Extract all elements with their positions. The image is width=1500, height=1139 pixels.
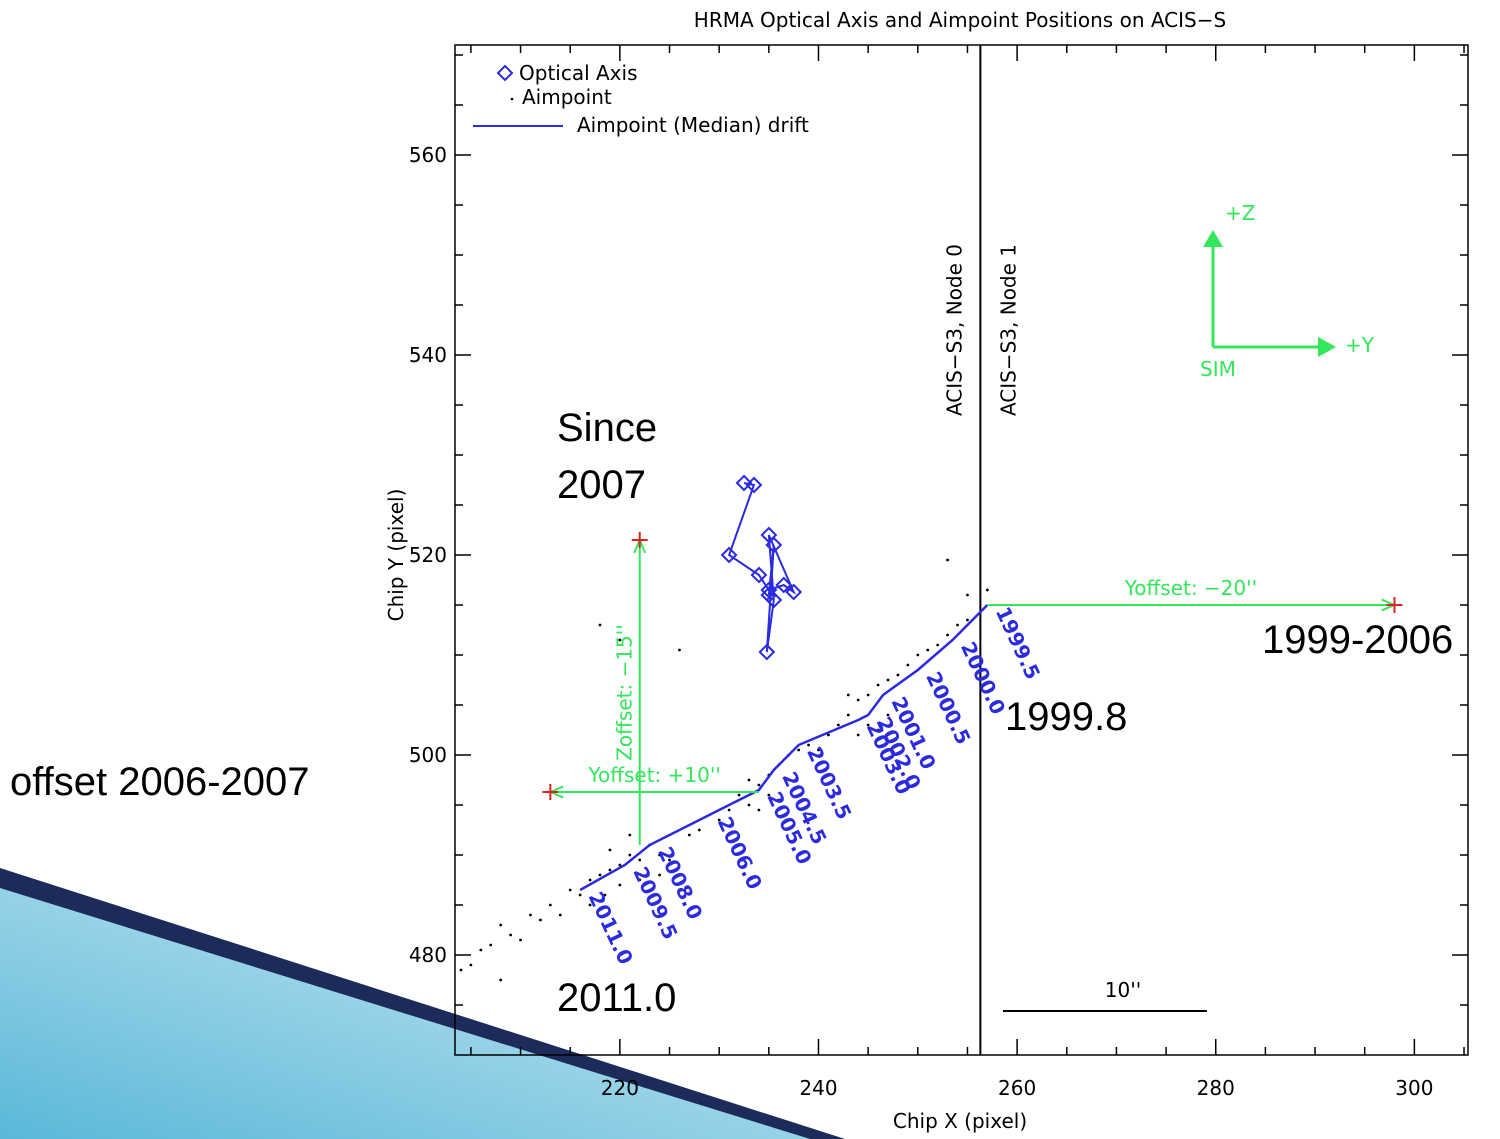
aimpoint xyxy=(887,679,890,682)
node-label: ACIS−S3, Node 1 xyxy=(996,244,1020,416)
aimpoint xyxy=(748,804,751,807)
aimpoint xyxy=(569,889,572,892)
aimpoint xyxy=(599,874,602,877)
aimpoint xyxy=(748,779,751,782)
aimpoint xyxy=(698,829,701,832)
annotation: 2011.0 xyxy=(557,970,676,1027)
legend-label: Optical Axis xyxy=(519,61,638,85)
aimpoint xyxy=(489,944,492,947)
drift-label: 2006.0 xyxy=(713,813,767,893)
annotation: 1999-2006 xyxy=(1262,612,1453,669)
target-marker xyxy=(1387,597,1403,613)
page: {"chart_data":{"type":"scatter", "title"… xyxy=(0,0,1500,1139)
optical-axis-path xyxy=(729,483,794,652)
drift-label: 2000.0 xyxy=(956,638,1010,718)
target-marker xyxy=(632,532,648,548)
drift-label: 1999.5 xyxy=(991,603,1045,683)
aimpoint xyxy=(986,589,989,592)
offset-label: Zoffset: −15'' xyxy=(613,624,637,761)
plot: 220 240 260 280 300 480 500 520 540 560 ACIS−S3, N… xyxy=(409,45,1468,1100)
aimpoint xyxy=(499,979,502,982)
aimpoint xyxy=(609,849,612,852)
aimpoint xyxy=(946,559,949,562)
y-tick-label: 480 xyxy=(409,943,447,967)
aimpoint xyxy=(579,894,582,897)
legend-marker xyxy=(498,66,512,80)
compass xyxy=(1203,230,1336,357)
offset-label: Yoffset: −20'' xyxy=(1124,576,1257,600)
aimpoint xyxy=(906,664,909,667)
aimpoint xyxy=(857,699,860,702)
aimpoint xyxy=(867,694,870,697)
chart-title: HRMA Optical Axis and Aimpoint Positions… xyxy=(694,8,1226,32)
aimpoint xyxy=(728,809,731,812)
target-marker xyxy=(542,784,558,800)
aimpoint xyxy=(738,794,741,797)
aimpoint xyxy=(460,969,463,972)
aimpoint xyxy=(966,619,969,622)
aimpoint xyxy=(837,724,840,727)
node-label: ACIS−S3, Node 0 xyxy=(942,244,966,416)
aimpoint xyxy=(519,939,522,942)
y-axis-label: Chip Y (pixel) xyxy=(384,489,408,622)
aimpoint xyxy=(618,884,621,887)
aimpoint xyxy=(807,744,810,747)
x-tick-label: 220 xyxy=(601,1076,639,1100)
aimpoint xyxy=(529,914,532,917)
x-tick-label: 280 xyxy=(1197,1076,1235,1100)
aimpoint xyxy=(688,834,691,837)
aimpoint xyxy=(609,869,612,872)
compass-label: +Y xyxy=(1345,333,1375,357)
annotation: 1999.8 xyxy=(1005,689,1127,746)
aimpoint xyxy=(797,749,800,752)
aimpoint xyxy=(479,949,482,952)
annotation: offset 2006-2007 xyxy=(10,754,310,811)
legend-marker xyxy=(511,98,514,101)
legend-label: Aimpoint xyxy=(522,85,612,109)
aimpoint xyxy=(589,879,592,882)
aimpoint xyxy=(916,654,919,657)
annotation: Since 2007 xyxy=(557,400,657,514)
aimpoint xyxy=(509,934,512,937)
aimpoint xyxy=(638,859,641,862)
x-tick-label: 300 xyxy=(1395,1076,1433,1100)
aimpoint xyxy=(966,594,969,597)
aimpoint xyxy=(847,694,850,697)
y-tick-label: 540 xyxy=(409,343,447,367)
aimpoint xyxy=(599,624,602,627)
aimpoint xyxy=(857,734,860,737)
x-axis-label: Chip X (pixel) xyxy=(893,1109,1027,1133)
aimpoint xyxy=(897,674,900,677)
chart: 220 240 260 280 300 480 500 520 540 560 ACIS−S3, N… xyxy=(0,0,1500,1139)
y-tick-label: 560 xyxy=(409,143,447,167)
drift-label: 2011.0 xyxy=(584,888,638,968)
aimpoint xyxy=(956,624,959,627)
aimpoint xyxy=(658,874,661,877)
x-tick-label: 260 xyxy=(998,1076,1036,1100)
x-tick-label: 240 xyxy=(799,1076,837,1100)
y-tick-label: 500 xyxy=(409,743,447,767)
aimpoint xyxy=(628,854,631,857)
aimpoint xyxy=(758,809,761,812)
aimpoint xyxy=(499,924,502,927)
aimpoint xyxy=(847,714,850,717)
aimpoint xyxy=(628,834,631,837)
aimpoint xyxy=(549,904,552,907)
aimpoint xyxy=(758,784,761,787)
compass-label: SIM xyxy=(1200,357,1236,381)
aimpoint xyxy=(946,634,949,637)
offset-label: Yoffset: +10'' xyxy=(587,763,720,787)
aimpoint xyxy=(926,649,929,652)
aimpoint xyxy=(877,684,880,687)
aimpoint xyxy=(559,914,562,917)
aimpoint xyxy=(469,964,472,967)
y-tick-label: 520 xyxy=(409,543,447,567)
scale-bar-label: 10'' xyxy=(1105,978,1141,1002)
legend-label: Aimpoint (Median) drift xyxy=(577,113,809,137)
aimpoint xyxy=(678,649,681,652)
aimpoint xyxy=(539,919,542,922)
aimpoint xyxy=(936,644,939,647)
compass-label: +Z xyxy=(1225,201,1255,225)
